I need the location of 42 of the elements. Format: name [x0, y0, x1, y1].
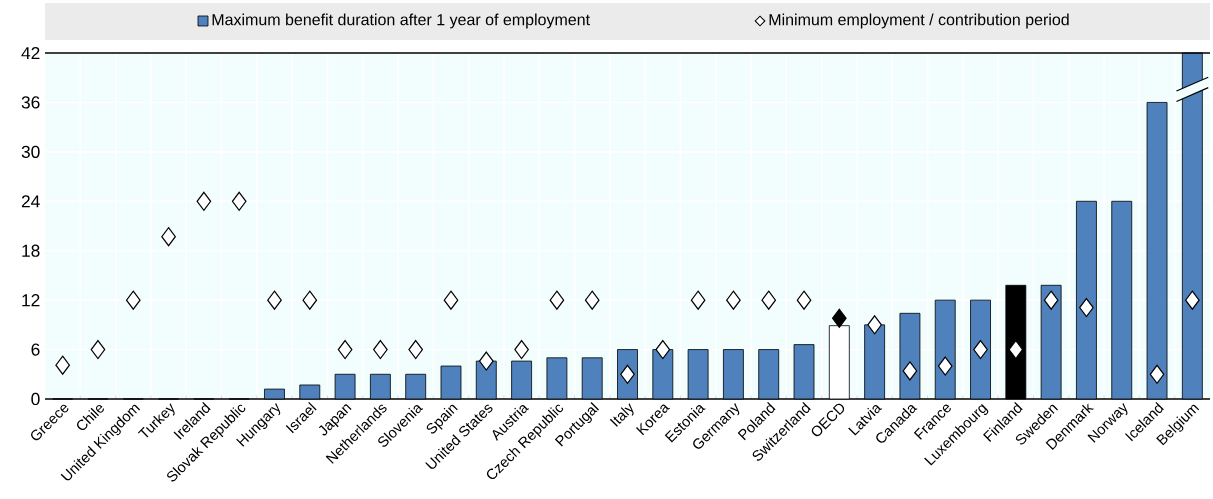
point	[620, 364, 635, 384]
legend-label: Maximum benefit duration after 1 year of employment	[212, 13, 590, 29]
point	[1043, 290, 1059, 310]
point	[726, 290, 741, 310]
point	[90, 339, 106, 360]
point	[373, 339, 388, 360]
point	[302, 290, 318, 310]
y-tick-label: 42	[21, 46, 40, 60]
point	[514, 339, 529, 360]
point	[1149, 364, 1165, 384]
legend-label: Minimum employment / contribution period	[769, 13, 1069, 29]
point	[761, 290, 777, 310]
point	[125, 290, 141, 310]
point	[443, 290, 459, 310]
y-tick-label: 24	[21, 195, 40, 208]
point	[549, 290, 565, 310]
point	[478, 351, 494, 371]
point	[973, 339, 988, 360]
point	[796, 290, 812, 310]
point	[337, 339, 353, 360]
point	[1079, 297, 1094, 318]
y-tick-label: 6	[31, 343, 40, 356]
point	[267, 290, 282, 310]
y-tick-label: 30	[21, 145, 40, 158]
y-tick-label: 36	[21, 96, 40, 109]
y-tick-label: 0	[31, 392, 40, 406]
point	[196, 191, 212, 211]
point	[161, 227, 176, 247]
point	[55, 355, 71, 375]
point	[937, 356, 953, 376]
point	[231, 191, 247, 211]
x-tick-label: Italy	[609, 403, 634, 427]
point	[408, 339, 424, 360]
point	[831, 308, 847, 328]
point	[1008, 339, 1024, 360]
point	[584, 290, 600, 310]
point	[655, 339, 671, 360]
y-tick-label: 12	[22, 294, 40, 307]
point	[867, 315, 882, 335]
y-tick-label: 18	[22, 244, 40, 257]
point	[902, 361, 918, 381]
point	[690, 290, 706, 310]
